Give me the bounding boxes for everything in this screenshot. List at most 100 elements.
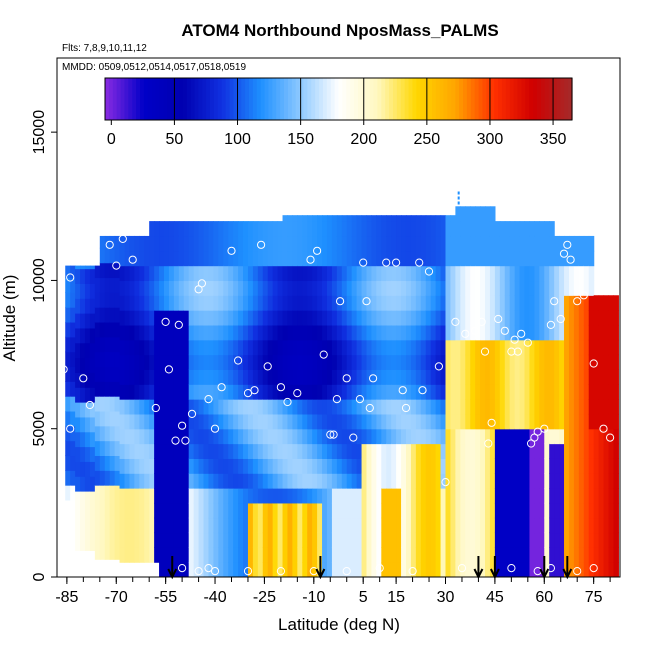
- heat-cell: [247, 502, 254, 519]
- heat-cell: [297, 399, 303, 415]
- heat-cell: [84, 505, 91, 522]
- colorbar-tick-label: 200: [350, 131, 377, 148]
- heat-cell: [603, 562, 610, 577]
- heat-cell: [228, 295, 234, 311]
- heat-cell: [297, 532, 303, 548]
- heat-cell: [154, 532, 160, 548]
- heat-cell: [331, 369, 338, 385]
- heat-cell: [109, 440, 116, 457]
- heat-cell: [267, 324, 274, 341]
- heat-cell: [193, 488, 200, 504]
- heat-cell: [568, 354, 575, 370]
- heat-cell: [144, 324, 150, 341]
- heat-cell: [277, 339, 284, 356]
- heat-cell: [139, 473, 145, 489]
- heat-cell: [114, 455, 121, 471]
- colorbar-segment: [505, 78, 511, 120]
- heat-cell: [178, 354, 185, 370]
- heat-cell: [164, 369, 170, 385]
- heat-cell: [573, 369, 580, 385]
- heat-cell: [460, 384, 466, 400]
- sample-point: [204, 395, 213, 404]
- heat-cell: [598, 324, 605, 341]
- heat-cell: [243, 280, 249, 296]
- heat-cell: [588, 428, 595, 445]
- heat-cell: [450, 265, 456, 282]
- heat-cell: [396, 532, 402, 548]
- heat-cell: [593, 443, 600, 459]
- heat-cell: [524, 384, 531, 400]
- heat-cell: [440, 443, 447, 459]
- heat-cell: [247, 488, 254, 504]
- heat-cell: [588, 369, 595, 385]
- heat-cell: [381, 384, 387, 400]
- heat-cell: [593, 413, 600, 430]
- heat-cell: [613, 399, 619, 415]
- heat-cell: [588, 384, 595, 400]
- sample-point: [365, 403, 374, 413]
- heat-cell: [154, 428, 160, 445]
- heat-cell: [386, 473, 392, 489]
- heat-cell: [188, 265, 195, 282]
- heat-cell: [203, 399, 210, 415]
- colorbar-tick-label: 150: [287, 131, 314, 148]
- heat-cell: [233, 562, 239, 577]
- heat-cell: [238, 324, 244, 341]
- heat-cell: [415, 369, 422, 385]
- heat-cell: [351, 562, 358, 577]
- heat-cell: [603, 502, 610, 519]
- heat-cell: [485, 562, 491, 577]
- colorbar-segment: [428, 78, 433, 120]
- heat-cell: [494, 280, 501, 296]
- heat-cell: [213, 488, 219, 504]
- heat-cell: [430, 443, 437, 459]
- heat-cell: [99, 292, 106, 308]
- heat-cell: [504, 399, 511, 415]
- heat-cell: [317, 354, 323, 370]
- heat-cell: [164, 221, 170, 237]
- heat-cell: [198, 443, 205, 459]
- heat-cell: [435, 354, 442, 370]
- heat-cell: [420, 532, 427, 548]
- heat-cell: [109, 410, 116, 427]
- y-axis-label: Altitude (m): [0, 275, 19, 362]
- heat-cell: [509, 295, 516, 311]
- heat-cell: [489, 384, 496, 400]
- heat-cell: [322, 250, 328, 267]
- colorbar-segment: [330, 78, 336, 120]
- heat-cell: [193, 295, 200, 311]
- heat-cell: [218, 413, 224, 430]
- heat-cell: [326, 502, 333, 519]
- heat-cell: [593, 399, 600, 415]
- heat-cell: [154, 458, 160, 474]
- heat-cell: [139, 502, 145, 519]
- heat-cell: [262, 547, 269, 563]
- heat-cell: [568, 310, 575, 326]
- heat-cell: [336, 532, 343, 548]
- heat-cell: [94, 514, 101, 531]
- heat-cell: [608, 443, 615, 459]
- heat-cell: [223, 280, 229, 296]
- heat-cell: [134, 443, 140, 459]
- colorbar-segment: [108, 78, 114, 120]
- heat-cell: [455, 324, 461, 341]
- colorbar-segment: [548, 78, 554, 120]
- heat-cell: [489, 458, 496, 474]
- heat-cell: [351, 221, 358, 237]
- heat-cell: [173, 250, 180, 267]
- heat-cell: [331, 562, 338, 577]
- heat-cell: [247, 369, 254, 385]
- heat-cell: [396, 250, 402, 267]
- colorbar-segment: [564, 78, 569, 120]
- heat-cell: [154, 310, 160, 326]
- heat-cell: [193, 443, 200, 459]
- heat-cell: [80, 283, 86, 299]
- heat-cell: [613, 339, 619, 356]
- heat-cell: [425, 354, 432, 370]
- heat-cell: [94, 381, 101, 397]
- heat-cell: [277, 250, 284, 267]
- heat-cell: [465, 502, 471, 519]
- heat-cell: [450, 324, 456, 341]
- heat-cell: [109, 485, 116, 501]
- heat-cell: [519, 354, 526, 370]
